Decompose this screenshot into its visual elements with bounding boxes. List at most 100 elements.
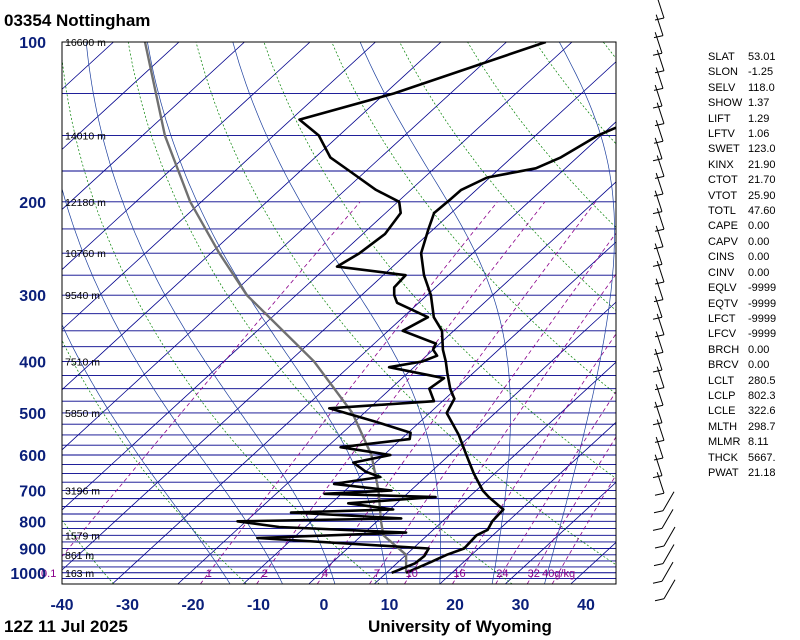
wind-barb	[661, 509, 674, 529]
mixing-ratio-label: 16	[453, 568, 465, 580]
isotherm-line	[62, 42, 442, 391]
isotherm-line	[373, 361, 616, 584]
moist-adiabat	[232, 42, 441, 584]
index-key: LIFT	[708, 112, 731, 125]
mixing-ratio-label: 10	[406, 568, 418, 580]
wind-barb-flag	[652, 158, 663, 162]
height-label: 10760 m	[65, 248, 106, 260]
index-row: LFTV 1.06	[708, 127, 800, 142]
index-key: LFTV	[708, 128, 735, 141]
mixing-ratio-label: 4	[322, 568, 328, 580]
isotherm-line	[0, 42, 48, 584]
index-value: -9999	[748, 312, 777, 325]
wind-barb-flag	[652, 580, 663, 584]
index-key: PWAT	[708, 466, 739, 479]
isotherm-line	[62, 61, 616, 571]
wind-barb	[655, 120, 664, 142]
height-label: 5850 m	[65, 408, 100, 420]
temperature-tick-label: -20	[181, 597, 204, 614]
index-value: 5667.	[748, 451, 776, 464]
dry-adiabat	[127, 42, 513, 584]
height-label: 14010 m	[65, 130, 106, 142]
index-value: 21.90	[748, 158, 776, 171]
index-key: CAPE	[708, 220, 738, 233]
index-key: MLTH	[708, 420, 738, 433]
temperature-tick-label: -40	[50, 597, 73, 614]
parcel-trace	[143, 42, 408, 573]
index-key: VTOT	[708, 189, 738, 202]
index-row: VTOT 25.90	[708, 189, 800, 204]
index-row: SWET 123.0	[708, 142, 800, 157]
isotherm-line	[62, 42, 245, 210]
index-value: 1.06	[748, 128, 770, 141]
index-row: CINV 0.00	[708, 266, 800, 281]
height-label: 16600 m	[65, 37, 106, 49]
temperature-tick-label: -10	[247, 597, 270, 614]
index-key: CTOT	[708, 174, 738, 187]
wind-barb-flag	[653, 193, 664, 197]
wind-barb	[657, 0, 665, 19]
index-row: SELV 118.0	[708, 81, 800, 96]
mixing-ratio-line	[200, 201, 498, 584]
mixing-ratio-line	[526, 436, 616, 584]
index-row: LFCV -9999	[708, 327, 800, 342]
wind-barb-flag	[654, 281, 665, 285]
temperature-tick-label: 10	[381, 597, 399, 614]
mixing-ratio-line	[404, 273, 616, 584]
temperature-tick-label: -30	[116, 597, 139, 614]
height-label: 3196 m	[65, 486, 100, 498]
wind-barb	[655, 436, 664, 459]
isotherm-line	[308, 301, 616, 584]
wind-barb-flag	[653, 563, 664, 567]
index-key: CAPV	[708, 235, 738, 248]
index-value: 0.00	[748, 359, 770, 372]
index-row: SLAT 53.01	[708, 50, 800, 65]
plot-frame	[61, 41, 617, 585]
moist-adiabat	[62, 187, 283, 584]
moist-adiabat	[544, 42, 615, 584]
source-label: University of Wyoming	[368, 617, 552, 636]
pressure-tick-label: 600	[19, 448, 46, 465]
wind-barb	[654, 348, 663, 371]
index-value: 8.11	[748, 436, 769, 449]
dry-adiabat	[399, 42, 616, 311]
index-key: KINX	[708, 158, 734, 171]
index-value: -9999	[748, 328, 777, 341]
index-value: -9999	[748, 282, 777, 295]
index-row: THCK 5667.	[708, 451, 800, 466]
isotherm-line	[504, 481, 616, 584]
wind-barb	[654, 296, 663, 318]
index-row: BRCV 0.00	[708, 358, 800, 373]
index-row: BRCH 0.00	[708, 343, 800, 358]
index-value: 53.01	[748, 51, 776, 63]
index-row: LFCT -9999	[708, 312, 800, 327]
index-value: 802.3	[748, 389, 776, 402]
index-value: 0.00	[748, 235, 770, 248]
wind-barb	[655, 278, 664, 300]
wind-barb	[655, 67, 664, 89]
isotherm-line	[111, 121, 616, 584]
index-value: 0.00	[748, 251, 770, 264]
index-value: 118.0	[748, 81, 775, 94]
index-key: THCK	[708, 451, 738, 464]
wind-barb	[656, 155, 665, 177]
wind-barb-flag	[652, 527, 663, 531]
wind-barb-flag	[653, 510, 664, 514]
index-value: -1.25	[748, 66, 774, 79]
temperature-trace	[405, 126, 616, 574]
wind-barb	[656, 419, 665, 441]
moist-adiabat	[62, 323, 231, 584]
mixing-ratio-line	[256, 201, 546, 584]
mixing-ratio-line	[452, 333, 616, 584]
index-row: LCLT 280.5	[708, 374, 800, 389]
wind-barb-flag	[652, 369, 663, 373]
dewpoint-trace	[236, 42, 547, 575]
height-label: 1579 m	[65, 530, 100, 542]
height-label: 7510 m	[65, 357, 100, 369]
isotherm-line	[62, 42, 311, 271]
pressure-tick-label: 500	[19, 406, 46, 423]
plot-area	[0, 42, 616, 584]
wind-barb	[656, 102, 665, 124]
index-key: SHOW	[708, 97, 743, 110]
index-value: 1.37	[748, 97, 770, 110]
